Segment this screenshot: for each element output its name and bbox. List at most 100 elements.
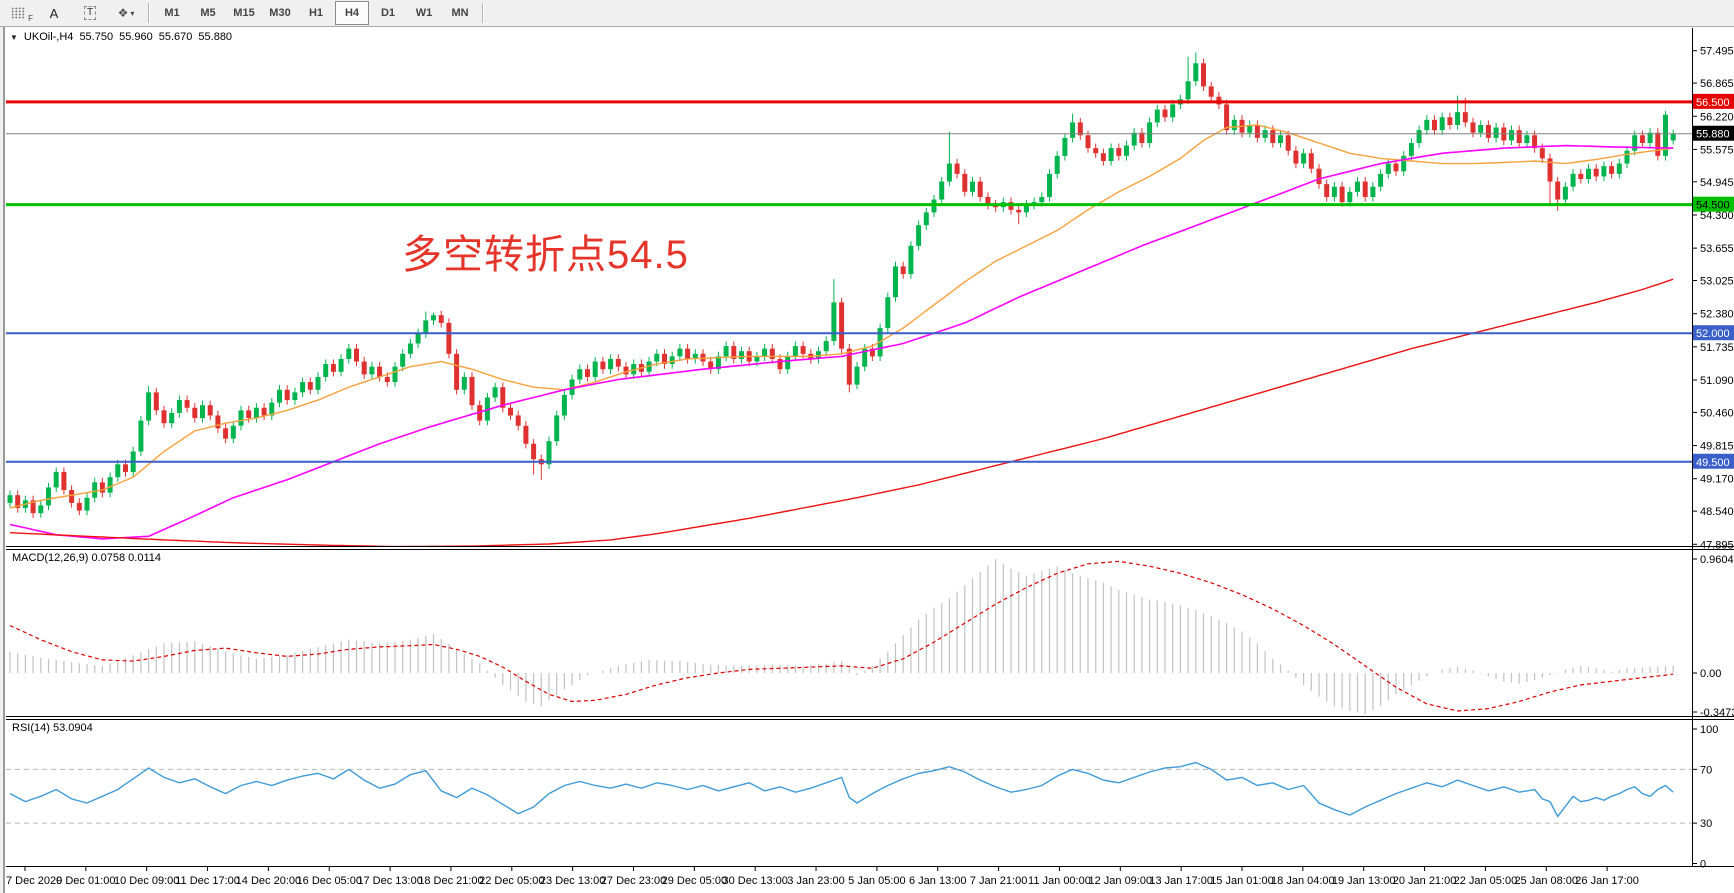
ma-mid-magenta [9, 144, 1674, 540]
macd-pane[interactable] [9, 559, 1674, 715]
time-axis-label: 19 Jan 13:00 [1332, 875, 1396, 887]
time-axis-label: 14 Dec 20:00 [236, 875, 301, 887]
chart-title: ▼ UKOil-,H4 55.750 55.960 55.670 55.880 [10, 31, 232, 43]
rsi-value: 53.0904 [52, 722, 93, 734]
price-axis[interactable]: 57.495 56.865 56.220 55.575 54.945 54.300 53.6… [1692, 46, 1734, 871]
svg-text:57.495: 57.495 [1700, 46, 1734, 58]
tf-button-w1[interactable]: W1 [415, 7, 433, 19]
tf-button-mn[interactable]: MN [451, 7, 469, 19]
close-value: 55.880 [198, 31, 233, 43]
macd-signal-line [9, 560, 1674, 712]
time-axis-label: 10 Dec 09:00 [114, 875, 179, 887]
svg-text:54.945: 54.945 [1700, 177, 1734, 189]
rsi-indicator-label: RSI(14) 53.0904 [12, 722, 93, 734]
svg-text:49.170: 49.170 [1700, 474, 1734, 486]
time-axis-label: 9 Dec 01:00 [56, 875, 115, 887]
font-a-icon: A [49, 5, 59, 21]
time-axis-label: 23 Dec 13:00 [540, 875, 605, 887]
text-annotation[interactable]: 多空转折点54.5 [402, 233, 689, 277]
symbol-period-label: UKOil-,H4 [23, 31, 74, 43]
chevron-down-icon: ▾ [130, 8, 135, 18]
time-axis-label: 11 Dec 17:00 [175, 875, 240, 887]
svg-text:47.895: 47.895 [1700, 539, 1734, 551]
time-axis-label: 5 Jan 05:00 [848, 875, 906, 887]
shapes-icon: ❖ [117, 6, 129, 20]
svg-text:53.655: 53.655 [1700, 243, 1734, 255]
svg-text:54.300: 54.300 [1700, 210, 1734, 222]
time-axis-label: 29 Dec 05:00 [662, 875, 727, 887]
tf-button-m15[interactable]: M15 [233, 7, 255, 19]
time-axis-label: 22 Jan 05:00 [1454, 875, 1518, 887]
candles [7, 52, 1676, 518]
axis-price-badge: 55.880 [1696, 129, 1730, 141]
macd-values: 0.0758 0.0114 [91, 552, 162, 564]
tf-button-m1[interactable]: M1 [164, 7, 180, 19]
time-axis-label: 20 Jan 21:00 [1393, 875, 1457, 887]
high-value: 55.960 [119, 31, 153, 43]
text-label-tool-button[interactable]: T [73, 1, 107, 25]
time-axis-label: 17 Dec 13:00 [357, 875, 422, 887]
pane-borders [6, 28, 1734, 867]
grid-f-label: F [28, 14, 33, 23]
svg-text:50.460: 50.460 [1700, 407, 1734, 419]
time-axis-label: 13 Jan 17:00 [1149, 875, 1213, 887]
axis-price-badge: 49.500 [1696, 457, 1730, 469]
text-t-icon: T [83, 6, 97, 20]
ma-slow-red [9, 278, 1674, 546]
svg-text:51.735: 51.735 [1700, 342, 1734, 354]
svg-text:52.380: 52.380 [1700, 309, 1734, 321]
axis-price-badge: 56.500 [1696, 97, 1730, 109]
open-value: 55.750 [79, 31, 114, 43]
svg-text:70: 70 [1700, 764, 1712, 776]
low-value: 55.670 [158, 31, 193, 43]
svg-text:48.540: 48.540 [1700, 506, 1734, 518]
toolbar-separator [148, 3, 150, 23]
font-tool-button[interactable]: A [37, 1, 71, 25]
macd-indicator-label: MACD(12,26,9) 0.0758 0.0114 [12, 552, 161, 564]
grid-f-icon[interactable]: F [1, 1, 35, 25]
toolbar-separator [482, 3, 484, 23]
svg-text:0.9604: 0.9604 [1700, 554, 1734, 566]
collapse-triangle-icon[interactable]: ▼ [10, 32, 18, 42]
svg-text:100: 100 [1700, 724, 1718, 736]
price-pane[interactable] [6, 52, 1692, 546]
time-axis-label: 25 Jan 08:00 [1514, 875, 1578, 887]
time-axis-label: 18 Dec 21:00 [418, 875, 483, 887]
time-axis-label: 7 Dec 2020 [6, 875, 62, 887]
toolbar: F A T ❖ ▾ M1 M5 M15 M30 H1 H4 D1 W1 MN [0, 0, 1734, 27]
tf-button-m30[interactable]: M30 [269, 7, 291, 19]
macd-name: MACD(12,26,9) [12, 552, 89, 564]
time-axis-label: 6 Jan 13:00 [909, 875, 967, 887]
tf-button-m5[interactable]: M5 [200, 7, 216, 19]
time-axis-label: 11 Jan 00:00 [1028, 875, 1091, 887]
svg-text:56.220: 56.220 [1700, 111, 1734, 123]
time-axis-label: 16 Dec 05:00 [297, 875, 362, 887]
time-axis-label: 18 Jan 04:00 [1271, 875, 1335, 887]
svg-text:30: 30 [1700, 818, 1712, 830]
axis-price-badge: 54.500 [1696, 200, 1730, 212]
tf-button-h1[interactable]: H1 [308, 7, 324, 19]
time-axis-label: 26 Jan 17:00 [1575, 875, 1639, 887]
time-axis-label: 22 Dec 05:00 [479, 875, 544, 887]
ma-fast-orange [9, 124, 1674, 509]
dotted-grid-icon [11, 7, 25, 19]
rsi-line [9, 761, 1674, 818]
tf-button-h4[interactable]: H4 [335, 1, 369, 25]
svg-text:49.815: 49.815 [1700, 441, 1734, 453]
svg-text:53.025: 53.025 [1700, 276, 1734, 288]
rsi-name: RSI(14) [12, 722, 50, 734]
svg-text:51.090: 51.090 [1700, 375, 1734, 387]
time-axis-label: 30 Dec 13:00 [722, 875, 787, 887]
svg-text:55.575: 55.575 [1700, 144, 1734, 156]
window-left-border [0, 27, 5, 893]
rsi-pane[interactable] [6, 761, 1692, 824]
axis-price-badge: 52.000 [1696, 328, 1730, 340]
svg-text:0.00: 0.00 [1700, 668, 1721, 680]
time-axis-label: 12 Jan 09:00 [1088, 875, 1152, 887]
tf-button-d1[interactable]: D1 [380, 7, 396, 19]
svg-text:56.865: 56.865 [1700, 78, 1734, 90]
objects-dropdown-button[interactable]: ❖ ▾ [109, 1, 143, 25]
time-axis-label: 7 Jan 21:00 [970, 875, 1028, 887]
